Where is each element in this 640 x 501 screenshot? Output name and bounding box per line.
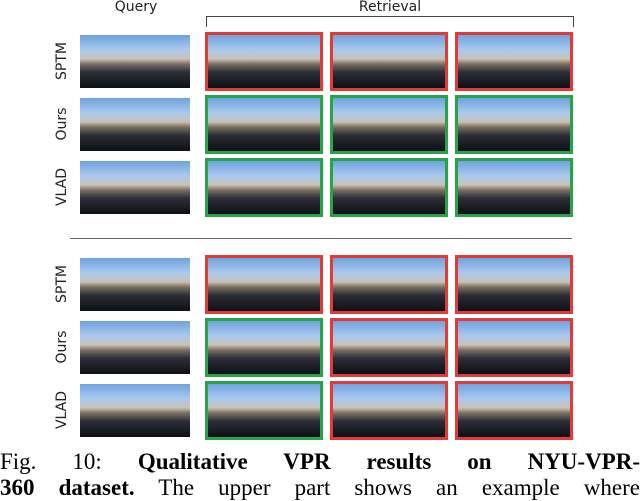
retrieval-image bbox=[455, 318, 573, 377]
retrieval-image bbox=[330, 95, 448, 154]
row-label: Ours bbox=[54, 107, 70, 141]
retrieval-image bbox=[205, 318, 323, 377]
row-label: SPTM bbox=[54, 265, 70, 303]
retrieval-bracket bbox=[206, 16, 574, 27]
query-image bbox=[80, 161, 190, 214]
retrieval-image bbox=[330, 318, 448, 377]
query-image bbox=[80, 321, 190, 374]
retrieval-image bbox=[330, 255, 448, 314]
retrieval-image bbox=[205, 158, 323, 217]
caption-text: Qualitative VPR results on NYU-VPR- bbox=[137, 449, 640, 474]
query-image bbox=[80, 384, 190, 437]
query-image bbox=[80, 98, 190, 151]
retrieval-image bbox=[205, 95, 323, 154]
retrieval-image bbox=[330, 158, 448, 217]
retrieval-image bbox=[455, 32, 573, 91]
row-label: VLAD bbox=[54, 390, 70, 430]
row-label: Ours bbox=[54, 330, 70, 364]
retrieval-image bbox=[205, 255, 323, 314]
retrieval-image bbox=[455, 95, 573, 154]
query-header: Query bbox=[114, 0, 158, 15]
retrieval-image bbox=[455, 255, 573, 314]
row-label: VLAD bbox=[54, 167, 70, 207]
retrieval-image bbox=[205, 381, 323, 440]
retrieval-image bbox=[455, 381, 573, 440]
query-image bbox=[80, 35, 190, 88]
divider bbox=[70, 238, 572, 239]
retrieval-image bbox=[455, 158, 573, 217]
retrieval-image bbox=[330, 32, 448, 91]
query-image bbox=[80, 258, 190, 311]
row-label: SPTM bbox=[54, 42, 70, 80]
retrieval-header: Retrieval bbox=[358, 0, 422, 15]
caption-line: Fig. 10: Qualitative VPR results on NYU-… bbox=[0, 449, 640, 475]
caption-text: Fig. 10: bbox=[0, 449, 138, 474]
caption-text: The upper part shows an example where bbox=[134, 475, 640, 500]
caption-text: 360 dataset. bbox=[0, 475, 135, 500]
retrieval-image bbox=[205, 32, 323, 91]
retrieval-image bbox=[330, 381, 448, 440]
caption-line: 360 dataset. The upper part shows an exa… bbox=[0, 475, 640, 501]
